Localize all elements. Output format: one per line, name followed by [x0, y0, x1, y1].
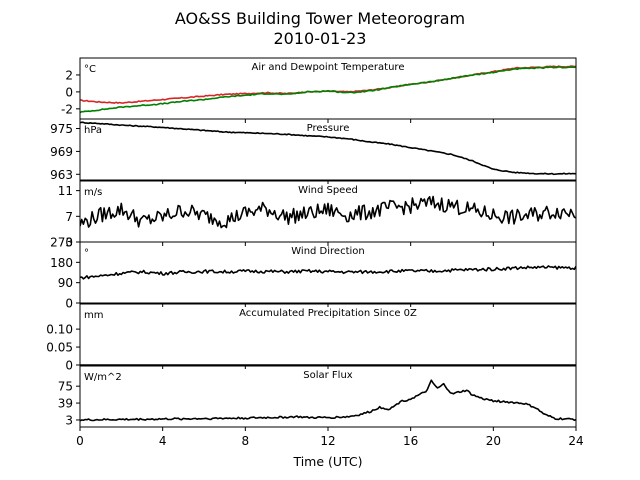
x-tick-label: 24 — [568, 434, 583, 448]
x-tick-label: 12 — [320, 434, 335, 448]
y-tick-label: 0 — [65, 85, 73, 99]
panel-title: Accumulated Precipitation Since 0Z — [239, 308, 417, 319]
panel-5: 0.10 0.05 0 Accumulated Precipitation Since… — [46, 303, 577, 373]
y-tick-label: 270 — [50, 236, 73, 250]
panel-2: 975 969 963 Pressure hPa — [50, 118, 577, 184]
panel-6: 75 39 3 Solar Flux W/m^2 — [58, 365, 577, 431]
panel-unit: m/s — [84, 187, 102, 198]
series-line-2-1 — [80, 121, 576, 176]
panel-3: 11 7 3 Wind Speed m/s — [58, 180, 577, 250]
panel-title: Wind Direction — [291, 246, 365, 257]
x-tick-label: 0 — [76, 434, 84, 448]
x-tick-label: 20 — [486, 434, 501, 448]
y-tick-label: 0.05 — [46, 341, 73, 355]
series-line-4-1 — [80, 265, 576, 280]
x-axis-label: Time (UTC) — [292, 454, 362, 469]
series-line-6-1 — [80, 379, 576, 422]
series-line-1-2 — [80, 66, 576, 114]
y-tick-label: 90 — [58, 276, 73, 290]
figure-title-line2: 2010-01-23 — [274, 29, 367, 48]
chart-panels: 2 0 -2 Air and Dewpoint Temperature °C 975 969… — [46, 57, 577, 431]
panel-unit: mm — [84, 310, 103, 321]
y-tick-label: 2 — [65, 68, 73, 82]
panel-unit: ° — [84, 248, 89, 259]
panel-4: 270 180 90 0 Wind Direction ° — [50, 236, 577, 311]
x-tick-label: 16 — [403, 434, 418, 448]
figure-title-line1: AO&SS Building Tower Meteorogram — [175, 9, 465, 28]
y-tick-label: 3 — [65, 413, 73, 427]
y-tick-label: -2 — [61, 102, 73, 116]
y-tick-label: 969 — [50, 145, 73, 159]
y-tick-label: 0 — [65, 359, 73, 373]
panel-title: Wind Speed — [298, 185, 358, 196]
y-tick-label: 75 — [58, 380, 73, 394]
y-tick-label: 0.10 — [46, 323, 73, 337]
y-tick-label: 7 — [65, 210, 73, 224]
series-line-3-1 — [80, 195, 576, 229]
y-tick-label: 11 — [58, 184, 73, 198]
panel-unit: hPa — [84, 125, 102, 136]
y-tick-label: 180 — [50, 256, 73, 270]
panel-title: Solar Flux — [303, 370, 353, 381]
panel-unit: °C — [84, 64, 96, 75]
panel-title: Air and Dewpoint Temperature — [252, 62, 405, 73]
y-tick-label: 3 — [65, 236, 73, 250]
y-tick-label: 39 — [58, 397, 73, 411]
panel-unit: W/m^2 — [84, 372, 122, 383]
x-axis: 0 4 8 12 16 20 24 — [76, 434, 583, 448]
x-tick-label: 4 — [159, 434, 167, 448]
y-tick-label: 975 — [50, 122, 73, 136]
x-tick-label: 8 — [242, 434, 250, 448]
y-tick-label: 0 — [65, 297, 73, 311]
y-tick-label: 963 — [50, 168, 73, 182]
panel-title: Pressure — [307, 123, 350, 134]
panel-1: 2 0 -2 Air and Dewpoint Temperature °C — [61, 57, 577, 123]
